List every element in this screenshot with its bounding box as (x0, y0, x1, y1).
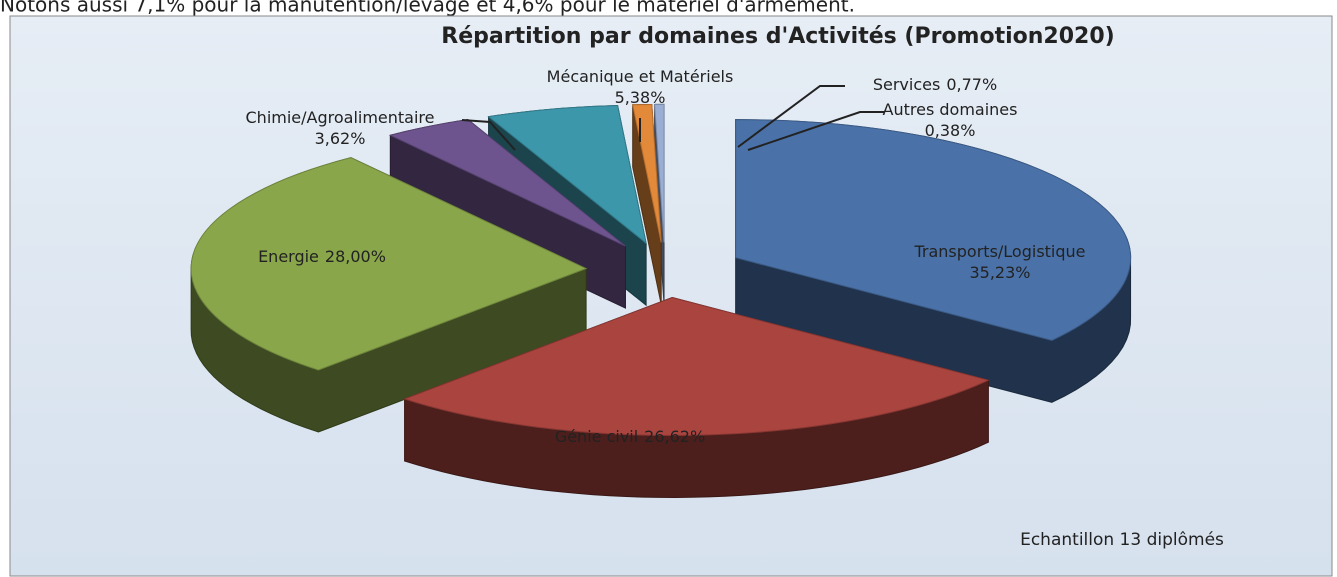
leader-lines (461, 85, 885, 151)
category-label: Services (873, 75, 940, 94)
chart-title: Répartition par domaines d'Activités (Pr… (441, 24, 1114, 49)
category-label: Transports/Logistique (913, 242, 1085, 261)
data-label: Génie civil 26,62% (555, 427, 705, 446)
data-label: Energie 28,00% (258, 247, 386, 266)
pie (190, 103, 1132, 498)
data-label: Chimie/Agroalimentaire 3,62% (246, 108, 435, 148)
category-label: Génie civil (555, 427, 638, 446)
category-label: Energie (258, 247, 319, 266)
value-label: 0,38% (925, 121, 976, 140)
slice (487, 105, 647, 245)
value-label: 3,62% (315, 129, 366, 148)
value-label: 26,62% (644, 427, 705, 446)
category-label: Autres domaines (883, 100, 1018, 119)
slice (735, 119, 1132, 341)
data-label: Transports/Logistique 35,23% (913, 242, 1085, 282)
value-label: 5,38% (615, 88, 666, 107)
slice (403, 296, 990, 436)
data-label: Mécanique et Matériels 5,38% (547, 67, 734, 107)
header-text: Notons aussi 7,1% pour la manutention/le… (0, 0, 855, 17)
annotation: Echantillon 13 diplômés (1020, 530, 1224, 550)
slice (654, 103, 665, 243)
data-label: Services 0,77% (873, 75, 997, 94)
value-label: 35,23% (969, 263, 1030, 282)
slice (190, 157, 588, 371)
value-label: 28,00% (325, 247, 386, 266)
value-label: 0,77% (946, 75, 997, 94)
data-label: Autres domaines 0,38% (883, 100, 1018, 140)
category-label: Chimie/Agroalimentaire (246, 108, 435, 127)
category-label: Mécanique et Matériels (547, 67, 734, 86)
